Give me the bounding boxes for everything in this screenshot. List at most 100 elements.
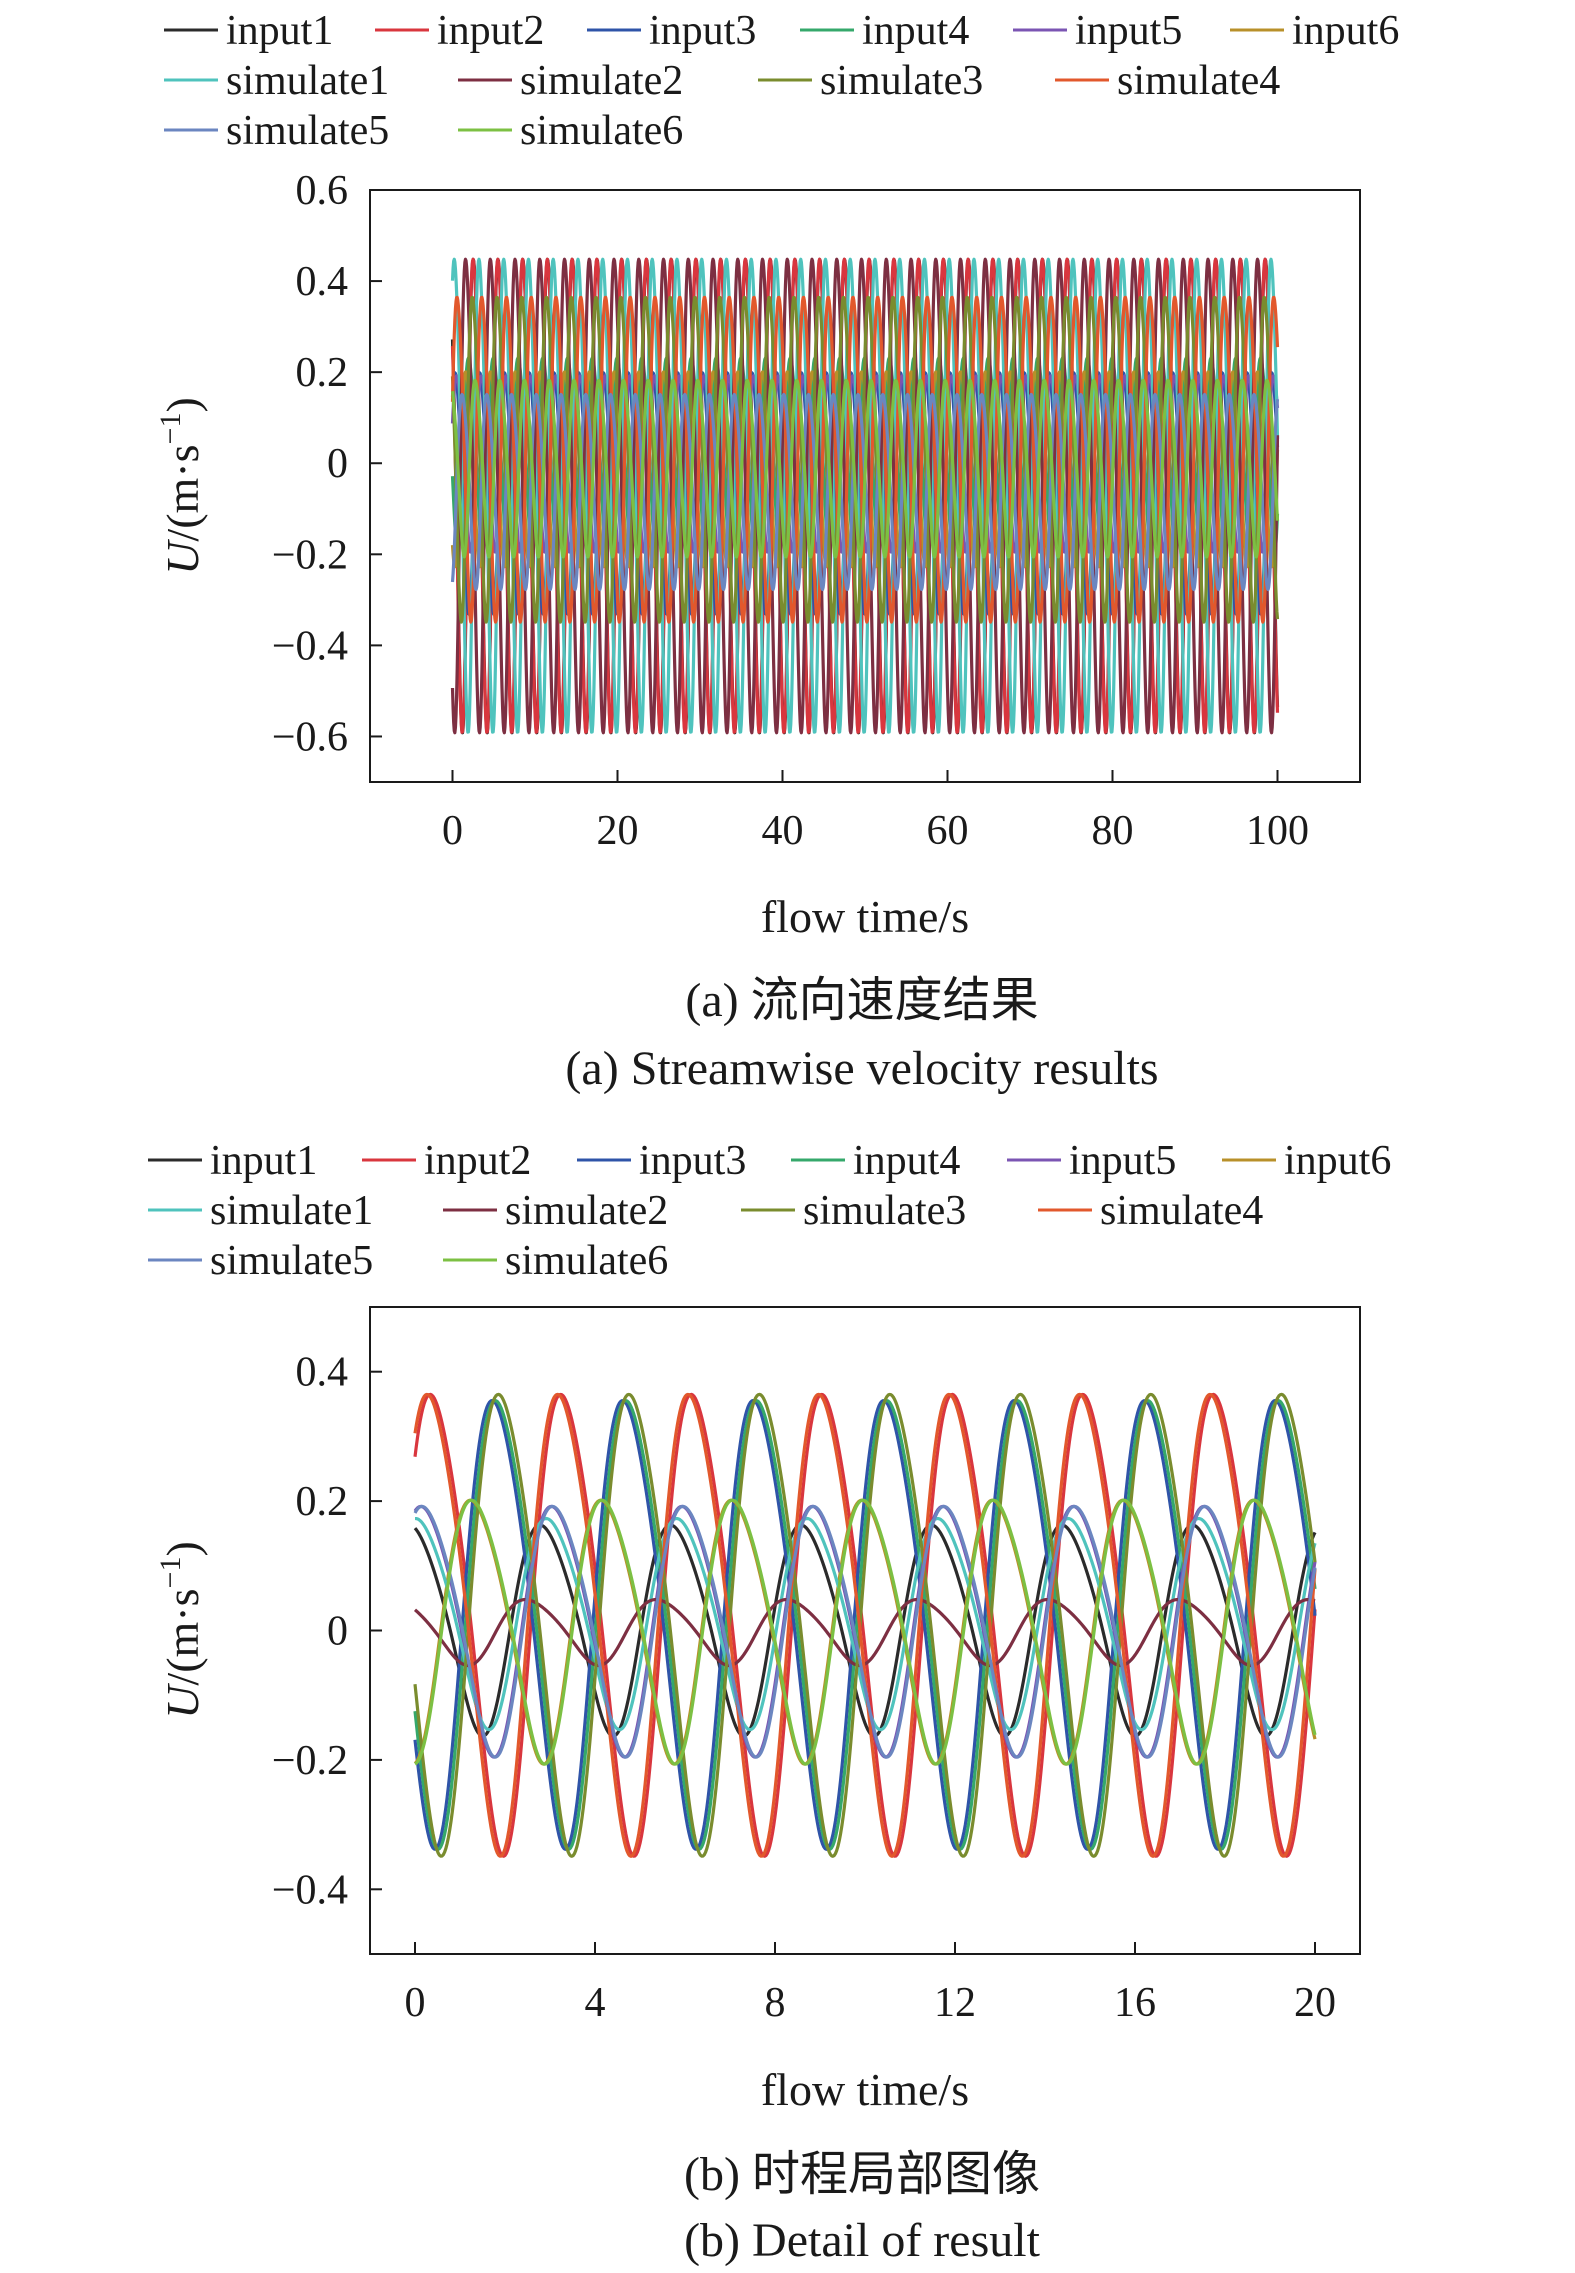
series-simulate1: [414, 1516, 1317, 1732]
legend-label: simulate5: [210, 1238, 373, 1284]
y-tick-label: 0.4: [296, 259, 349, 305]
y-axis-unit-exponent: −1: [154, 413, 187, 445]
series-simulate3: [413, 1392, 1317, 1858]
x-tick-label: 4: [585, 1980, 606, 2026]
series-simulate5: [413, 1504, 1317, 1759]
x-axis-label: flow time/s: [761, 891, 969, 942]
x-tick-label: 80: [1092, 808, 1134, 854]
caption-cn: (a) 流向速度结果: [685, 974, 1038, 1027]
series-simulate6: [414, 1498, 1317, 1766]
legend-label: input2: [437, 8, 544, 54]
legend-entry-simulate5: simulate5: [164, 108, 389, 154]
legend-entry-simulate4: simulate4: [1055, 58, 1280, 104]
legend-entry-simulate1: simulate1: [164, 58, 389, 104]
y-axis-unit: /(m·s: [157, 444, 208, 541]
y-tick-label: −0.4: [272, 1867, 348, 1913]
legend-entry-input3: input3: [577, 1138, 746, 1184]
plot-frame: [369, 1306, 1361, 1955]
y-axis-unit-close: ): [157, 1541, 208, 1556]
legend: input1 input2 input3 input4 input5 input6 simu…: [148, 1138, 1391, 1284]
legend-label: input6: [1292, 8, 1399, 54]
x-tick-label: 40: [762, 808, 804, 854]
series-input3: [413, 1398, 1317, 1851]
axis-ticks: 0 4 8 12 16 20 −0.4 −0.2 0 0.2 0.4: [272, 1350, 1336, 2026]
y-axis-symbol: U: [157, 539, 208, 575]
legend-label: simulate1: [226, 58, 389, 104]
legend-entry-simulate2: simulate2: [458, 58, 683, 104]
x-tick-label: 20: [1294, 1980, 1336, 2026]
legend-label: simulate4: [1100, 1188, 1263, 1234]
y-axis-unit-close: ): [157, 397, 208, 412]
legend-entry-simulate6: simulate6: [458, 108, 683, 154]
x-tick-label: 100: [1246, 808, 1309, 854]
legend-label: input1: [210, 1138, 317, 1184]
legend-label: simulate2: [505, 1188, 668, 1234]
legend-label: input4: [853, 1138, 960, 1184]
y-axis-unit: /(m·s: [157, 1588, 208, 1685]
y-axis-unit-exponent: −1: [154, 1557, 187, 1589]
legend-entry-input5: input5: [1013, 8, 1182, 54]
legend-label: simulate3: [820, 58, 983, 104]
legend-entry-input4: input4: [800, 8, 969, 54]
x-tick-label: 60: [927, 808, 969, 854]
caption-en: (a) Streamwise velocity results: [565, 1042, 1158, 1095]
y-tick-label: 0: [327, 441, 348, 487]
legend-label: input6: [1284, 1138, 1391, 1184]
legend-entry-input2: input2: [362, 1138, 531, 1184]
legend-entry-input1: input1: [164, 8, 333, 54]
y-axis-label: U/(m·s−1): [154, 1541, 208, 1719]
legend: input1 input2 input3 input4 input5 input6 simu…: [164, 8, 1399, 154]
legend-label: input2: [424, 1138, 531, 1184]
x-axis-label: flow time/s: [761, 2064, 969, 2115]
legend-label: simulate5: [226, 108, 389, 154]
series-lines: [413, 1392, 1317, 1858]
legend-label: input5: [1069, 1138, 1176, 1184]
caption-cn: (b) 时程局部图像: [684, 2148, 1040, 2201]
y-tick-label: −0.2: [272, 1738, 348, 1784]
x-tick-label: 0: [442, 808, 463, 854]
plot-frame: [369, 189, 1361, 783]
x-tick-label: 16: [1114, 1980, 1156, 2026]
axis-ticks: 0 20 40 60 80 100 −0.6 −0.4 −0.2 0 0.2 0.4 0.6: [272, 168, 1309, 854]
chart-streamwise-velocity: input1 input2 input3 input4 input5 input6 simu…: [154, 8, 1399, 1095]
x-tick-label: 12: [934, 1980, 976, 2026]
legend-entry-input1: input1: [148, 1138, 317, 1184]
legend-entry-input6: input6: [1222, 1138, 1391, 1184]
legend-label: simulate1: [210, 1188, 373, 1234]
y-tick-label: −0.6: [272, 714, 348, 760]
legend-label: simulate3: [803, 1188, 966, 1234]
legend-entry-input2: input2: [375, 8, 544, 54]
y-tick-label: −0.2: [272, 532, 348, 578]
legend-entry-simulate3: simulate3: [758, 58, 983, 104]
y-axis-symbol: U: [157, 1683, 208, 1719]
legend-label: simulate6: [505, 1238, 668, 1284]
legend-label: simulate4: [1117, 58, 1280, 104]
x-tick-label: 8: [765, 1980, 786, 2026]
y-axis-label: U/(m·s−1): [154, 397, 208, 575]
legend-label: input1: [226, 8, 333, 54]
y-tick-label: 0.6: [296, 168, 349, 214]
series-lines: [450, 257, 1280, 735]
y-tick-label: 0.2: [296, 350, 349, 396]
legend-label: input3: [639, 1138, 746, 1184]
y-tick-label: −0.4: [272, 623, 348, 669]
legend-entry-simulate2: simulate2: [443, 1188, 668, 1234]
x-tick-label: 20: [597, 808, 639, 854]
legend-label: input5: [1075, 8, 1182, 54]
legend-entry-simulate6: simulate6: [443, 1238, 668, 1284]
legend-label: simulate6: [520, 108, 683, 154]
series-input2: [413, 1392, 1317, 1858]
y-tick-label: 0.4: [296, 1350, 349, 1396]
x-tick-label: 0: [405, 1980, 426, 2026]
legend-entry-simulate4: simulate4: [1038, 1188, 1263, 1234]
caption-en: (b) Detail of result: [684, 2214, 1041, 2267]
chart-detail: input1 input2 input3 input4 input5 input6 simu…: [148, 1138, 1391, 2267]
series-input1: [413, 1523, 1317, 1738]
y-tick-label: 0.2: [296, 1479, 349, 1525]
legend-label: simulate2: [520, 58, 683, 104]
legend-label: input4: [862, 8, 969, 54]
legend-entry-input4: input4: [791, 1138, 960, 1184]
legend-label: input3: [649, 8, 756, 54]
legend-entry-input5: input5: [1007, 1138, 1176, 1184]
